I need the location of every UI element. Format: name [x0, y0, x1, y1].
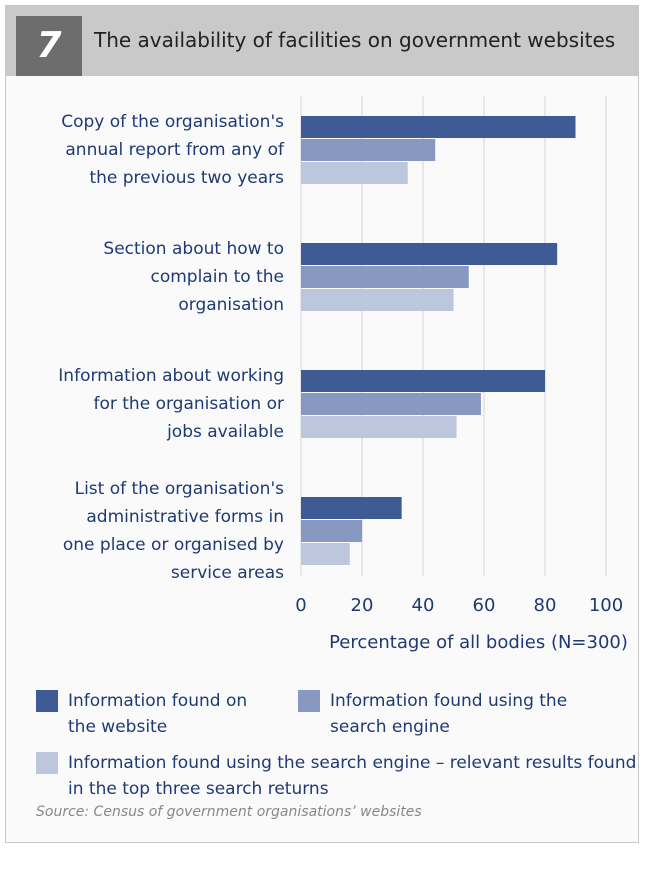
- bar: [301, 393, 481, 415]
- x-tick-label: 40: [412, 595, 435, 616]
- category-label: Section about how to complain to the org…: [103, 239, 284, 315]
- x-tick-label: 60: [473, 595, 496, 616]
- source: Source: Census of government organisatio…: [36, 804, 422, 820]
- x-tick-label: 80: [534, 595, 557, 616]
- x-axis-label: Percentage of all bodies (N=300): [329, 632, 628, 653]
- bar: [301, 370, 545, 392]
- legend-swatch: [36, 752, 58, 774]
- bar: [301, 289, 454, 311]
- bar: [301, 266, 469, 288]
- legend-swatch: [36, 690, 58, 712]
- bar: [301, 416, 457, 438]
- panel: 7 The availability of facilities on gove…: [5, 5, 639, 843]
- chart-title: The availability of facilities on govern…: [94, 28, 616, 52]
- category-label: Information about working for the organi…: [58, 366, 284, 442]
- category-label: Copy of the organisation's annual report…: [61, 112, 284, 188]
- bar: [301, 243, 558, 265]
- bar: [301, 543, 350, 565]
- figure-number: 7: [16, 16, 82, 76]
- bar: [301, 116, 576, 138]
- bar: [301, 520, 362, 542]
- category-label: List of the organisation's administrativ…: [62, 479, 284, 583]
- x-tick-label: 100: [589, 595, 623, 616]
- chart: 0 20 40 60 80 100 Percentage of all bodies (N=…: [295, 96, 628, 653]
- bar: [301, 162, 408, 184]
- legend-swatch: [298, 690, 320, 712]
- legend-label: Information found using the search engin…: [68, 753, 637, 799]
- x-tick-label: 20: [351, 595, 374, 616]
- bar: [301, 139, 436, 161]
- x-tick-label: 0: [295, 595, 306, 616]
- legend-label: Information found on the website: [68, 691, 248, 737]
- header: 7 The availability of facilities on gove…: [6, 6, 638, 76]
- legend-label: Information found using the search engin…: [330, 691, 568, 737]
- bar: [301, 497, 402, 519]
